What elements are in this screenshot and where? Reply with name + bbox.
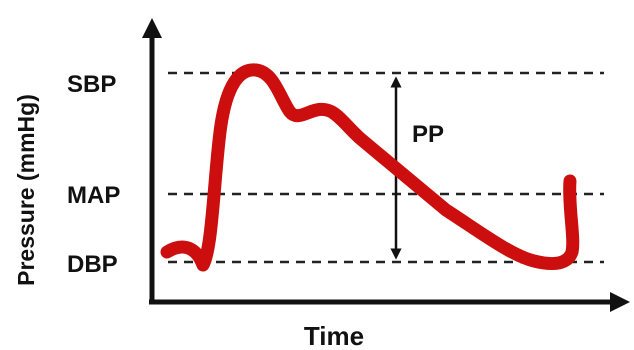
- map-label: MAP: [67, 182, 120, 209]
- pressure-waveform-curve: [160, 63, 580, 272]
- dbp-label: DBP: [67, 251, 118, 278]
- y-axis-title: Pressure (mmHg): [13, 94, 39, 286]
- sbp-label: SBP: [67, 71, 116, 98]
- pp-label: PP: [412, 121, 444, 148]
- x-axis-title: Time: [304, 321, 364, 350]
